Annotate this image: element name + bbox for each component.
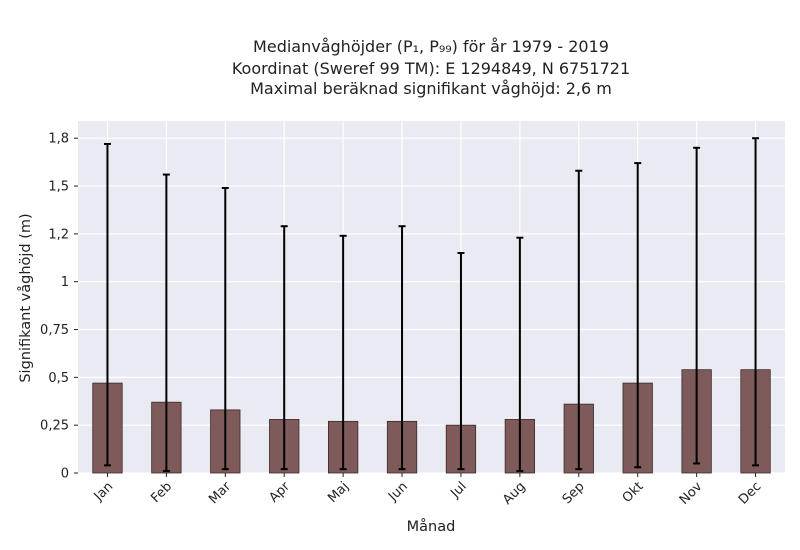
x-tick-label-jul: Jul <box>447 479 469 501</box>
chart-title-line-2: Koordinat (Sweref 99 TM): E 1294849, N 6… <box>232 59 630 78</box>
error-bar-feb <box>162 173 170 473</box>
y-tick-label: 1,8 <box>48 132 69 147</box>
error-bar-apr <box>280 225 288 471</box>
y-axis-label: Signifikant våghöjd (m) <box>17 213 34 382</box>
y-tick-label: 1,5 <box>48 180 69 195</box>
error-bar-maj <box>339 234 347 471</box>
error-bar-nov <box>693 146 701 465</box>
y-tick-label: 1 <box>61 275 69 290</box>
error-bar-jan <box>103 142 111 467</box>
chart-title-line-1: Medianvåghöjder (P₁, P₉₉) för år 1979 - … <box>253 37 609 56</box>
plot-area <box>78 121 785 473</box>
x-tick-label-nov: Nov <box>677 479 706 508</box>
x-tick-label-aug: Aug <box>500 479 529 508</box>
error-bar-mar <box>221 186 229 471</box>
x-tick-label-jan: Jan <box>91 479 116 504</box>
error-bars <box>103 137 760 473</box>
x-tick-label-maj: Maj <box>325 479 352 506</box>
error-bar-jul <box>457 252 465 471</box>
y-tick-label: 0,25 <box>40 419 69 434</box>
y-tick-label: 0 <box>61 467 69 482</box>
x-tick-label-dec: Dec <box>736 479 764 507</box>
x-tick-label-apr: Apr <box>267 479 294 506</box>
x-tick-label-sep: Sep <box>560 479 588 507</box>
chart-title-line-3: Maximal beräknad signifikant våghöjd: 2,… <box>250 79 612 98</box>
x-tick-label-mar: Mar <box>206 479 234 507</box>
y-tick-label: 0,75 <box>40 323 69 338</box>
x-axis-label: Månad <box>407 518 456 535</box>
x-tick-label-jun: Jun <box>385 479 411 505</box>
x-tick-label-feb: Feb <box>148 479 175 506</box>
error-bar-sep <box>575 169 583 471</box>
error-bar-dec <box>752 137 760 467</box>
error-bar-okt <box>634 162 642 469</box>
chart-title: Medianvåghöjder (P₁, P₉₉) för år 1979 - … <box>232 37 630 98</box>
error-bar-jun <box>398 225 406 471</box>
y-axis-ticks: 0 0,25 0,5 0,75 1 1,2 1,5 1,8 <box>40 132 78 482</box>
x-axis-ticks: Jan Feb Mar Apr Maj Jun Jul Aug Sep Okt Nov Dec <box>91 473 764 508</box>
y-tick-label: 0,5 <box>48 371 69 386</box>
error-bar-aug <box>516 236 524 473</box>
y-tick-label: 1,2 <box>48 227 69 242</box>
x-tick-label-okt: Okt <box>620 479 647 506</box>
